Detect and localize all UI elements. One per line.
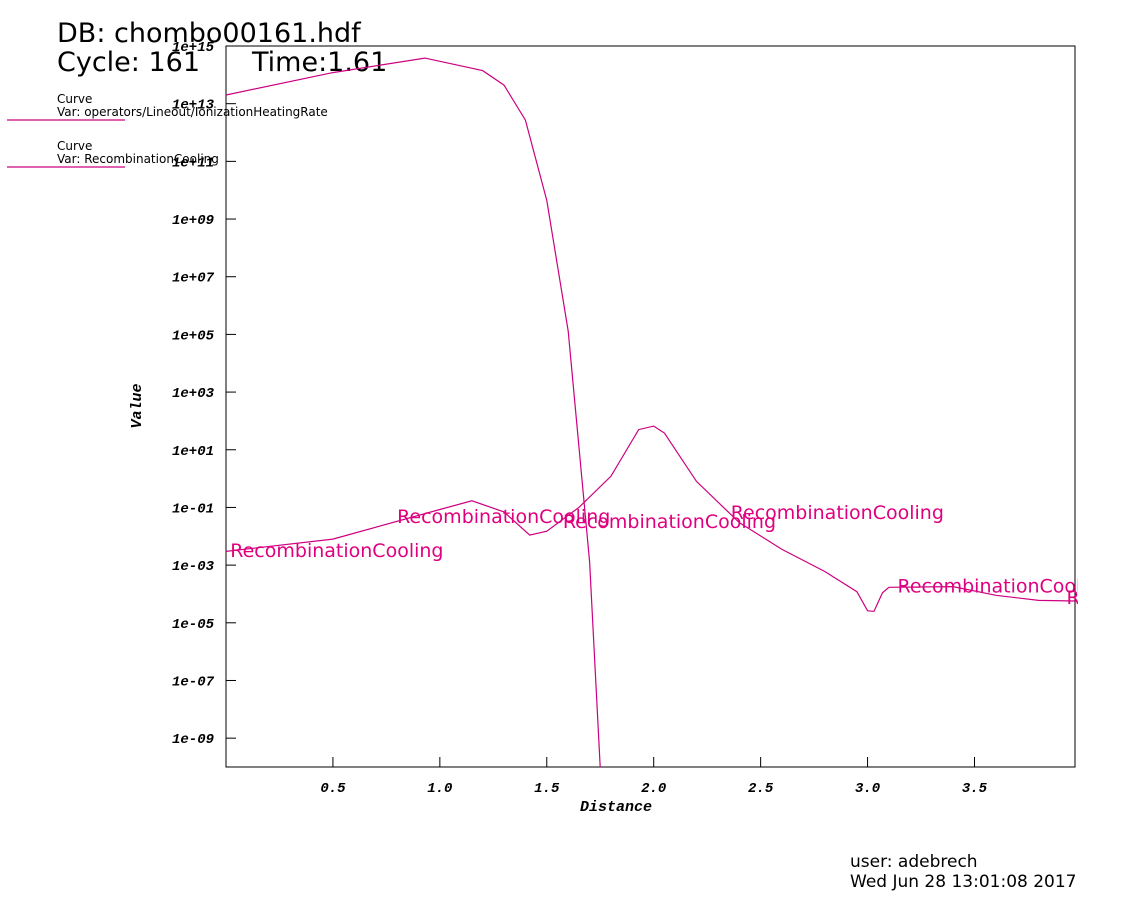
x-tick-label: 2.0 [641,781,666,797]
legend-label: Var: RecombinationCooling [57,152,219,166]
annotation: RecombinationCooling [898,575,1111,597]
x-tick-label: 2.5 [748,781,774,797]
cycle-label: Cycle: 161 [57,47,200,78]
y-axis-title: Value [129,383,146,428]
date-label: Wed Jun 28 13:01:08 2017 [850,872,1077,892]
time-label: Time:1.61 [251,47,387,78]
annotation: RecombinationCooling [563,511,776,533]
annotation: RecombinationCooling [731,502,944,524]
curves [226,57,1075,767]
y-tick-label: 1e+11 [172,155,214,171]
annotation: RecombinationCooling [1066,587,1134,609]
legend-heading: Curve [57,139,92,153]
x-tick-label: 3.0 [855,781,880,797]
series-line [226,57,601,767]
x-tick-label: 1.0 [427,781,452,797]
annotation: RecombinationCooling [230,540,443,562]
annotations: RecombinationCoolingRecombinationCooling… [230,502,1134,609]
legend-label: Var: operators/Lineout/IonizationHeating… [57,105,328,119]
y-tick-label: 1e-07 [172,674,215,690]
y-tick-label: 1e-09 [172,732,214,748]
y-tick-label: 1e+09 [172,213,214,229]
y-tick-label: 1e-01 [172,501,214,517]
y-tick-label: 1e+13 [172,98,215,114]
x-axis-title: Distance [580,799,652,816]
y-tick-label: 1e+05 [172,328,215,344]
x-tick-label: 3.5 [962,781,988,797]
series-line [226,425,1075,612]
annotation: RecombinationCooling [397,506,610,528]
y-tick-label: 1e+15 [172,40,215,56]
y-tick-label: 1e+01 [172,444,214,460]
y-tick-label: 1e+07 [172,271,215,287]
db-title: DB: chombo00161.hdf [57,18,362,49]
plot-frame [225,45,1076,768]
y-tick-label: 1e+03 [172,386,215,402]
legend-heading: Curve [57,92,92,106]
x-tick-label: 0.5 [320,781,346,797]
y-tick-label: 1e-05 [172,617,215,633]
x-tick-label: 1.5 [534,781,560,797]
y-tick-label: 1e-03 [172,559,215,575]
user-label: user: adebrech [850,852,978,872]
